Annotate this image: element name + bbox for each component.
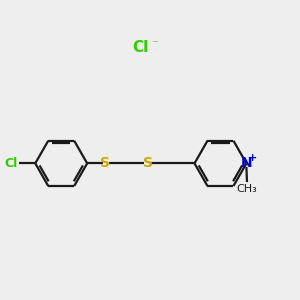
Text: Cl: Cl [132,40,148,55]
Text: +: + [248,153,257,163]
Text: S: S [143,156,153,170]
Text: ⁻: ⁻ [151,38,158,51]
Text: Cl: Cl [4,157,18,170]
Text: N: N [241,156,252,170]
Text: CH₃: CH₃ [237,184,257,194]
Text: S: S [100,156,110,170]
